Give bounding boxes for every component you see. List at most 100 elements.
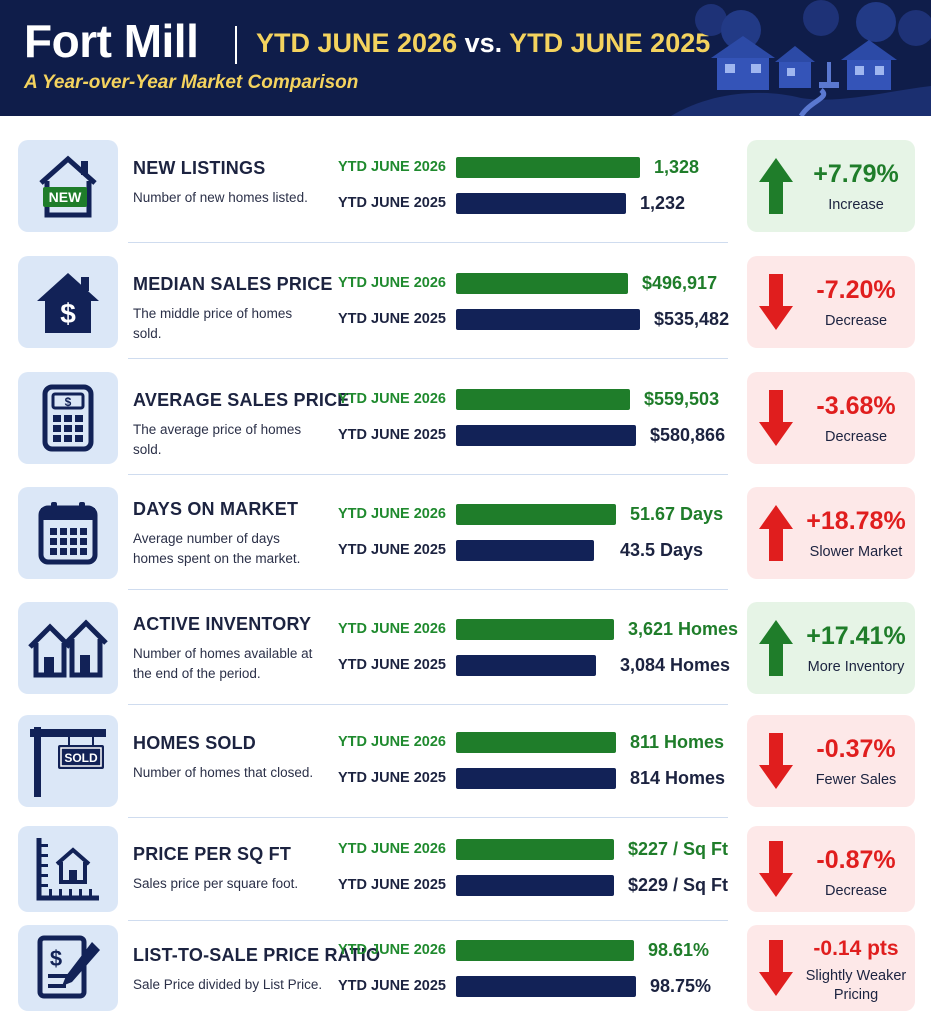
metric-row: $ MEDIAN SALES PRICE The middle price of… (0, 254, 931, 359)
previous-period-label: YTD JUNE 2025 (338, 657, 446, 673)
current-period-bar (456, 619, 614, 640)
metric-description: The middle price of homes sold. (133, 306, 293, 341)
svg-text:SOLD: SOLD (64, 751, 98, 765)
document-pen-icon: $ (32, 932, 104, 1004)
change-box: -7.20% Decrease (747, 256, 915, 348)
current-period-label: YTD JUNE 2026 (338, 506, 446, 522)
metric-icon-box (18, 487, 118, 579)
current-period-bar (456, 157, 640, 178)
current-period-value: 811 Homes (630, 732, 725, 752)
svg-text:NEW: NEW (49, 189, 82, 205)
arrow-up-icon (759, 158, 793, 214)
current-period-label: YTD JUNE 2026 (338, 275, 446, 291)
metric-row: PRICE PER SQ FT Sales price per square f… (0, 824, 931, 921)
current-period-bar (456, 940, 634, 961)
metric-icon-box (18, 826, 118, 912)
current-period-value: $227 / Sq Ft (628, 839, 729, 859)
current-period-bar (456, 732, 616, 753)
comparison-previous: YTD JUNE 2025 (509, 28, 711, 58)
metric-icon-box (18, 602, 118, 694)
svg-text:$: $ (50, 946, 62, 971)
comparison-current: YTD JUNE 2026 (256, 28, 458, 58)
previous-period-bar (456, 875, 614, 896)
current-period-value: $559,503 (644, 389, 720, 409)
change-percent: +7.79% (813, 160, 899, 188)
metric-description: The average price of homes sold. (133, 422, 302, 457)
current-period-label: YTD JUNE 2026 (338, 942, 446, 958)
change-box: -3.68% Decrease (747, 372, 915, 464)
change-box: -0.87% Decrease (747, 826, 915, 912)
previous-period-bar (456, 655, 596, 676)
ruler-house-icon (33, 834, 103, 904)
metric-title: DAYS ON MARKET (133, 499, 299, 519)
change-percent: +17.41% (806, 622, 906, 650)
row-divider (128, 920, 728, 921)
row-divider (128, 474, 728, 475)
previous-period-bar (456, 976, 636, 997)
metric-description: Number of new homes listed. (133, 190, 308, 205)
current-period-value: $496,917 (642, 273, 718, 293)
neighborhood-illustration (671, 0, 931, 116)
change-label: Fewer Sales (815, 772, 897, 788)
row-divider (128, 704, 728, 705)
svg-text:$: $ (65, 395, 72, 409)
current-period-bar (456, 389, 630, 410)
previous-period-label: YTD JUNE 2025 (338, 427, 446, 443)
change-label: Slower Market (809, 544, 903, 560)
page-title: Fort Mill (24, 15, 199, 67)
metric-row: ACTIVE INVENTORY Number of homes availab… (0, 600, 931, 705)
current-period-label: YTD JUNE 2026 (338, 159, 446, 175)
metric-description: Average number of days homes spent on th… (133, 531, 301, 566)
metric-title: PRICE PER SQ FT (133, 844, 292, 864)
change-percent: -3.68% (816, 392, 896, 420)
calendar-icon (33, 498, 103, 568)
arrow-down-icon (759, 274, 793, 330)
sold-sign-icon: SOLD (28, 723, 108, 799)
arrow-down-icon (759, 733, 793, 789)
change-box: -0.14 pts Slightly Weaker Pricing (747, 925, 915, 1011)
metric-description: Number of homes that closed. (133, 765, 314, 780)
metric-title: NEW LISTINGS (133, 158, 266, 178)
current-period-value: 3,621 Homes (628, 619, 739, 639)
metric-title: MEDIAN SALES PRICE (133, 274, 333, 294)
row-divider (128, 817, 728, 818)
metric-row: SOLD HOMES SOLD Number of homes that clo… (0, 713, 931, 818)
previous-period-label: YTD JUNE 2025 (338, 877, 446, 893)
previous-period-value: $229 / Sq Ft (628, 875, 729, 895)
previous-period-value: 3,084 Homes (620, 655, 731, 675)
previous-period-bar (456, 309, 640, 330)
row-divider (128, 358, 728, 359)
change-label: Decrease (824, 429, 888, 445)
arrow-up-icon (759, 620, 793, 676)
metric-description: Sale Price divided by List Price. (133, 977, 323, 992)
change-percent: -7.20% (816, 276, 896, 304)
change-percent: +18.78% (806, 507, 906, 535)
change-box: +17.41% More Inventory (747, 602, 915, 694)
metric-row: $ LIST-TO-SALE PRICE RATIO Sale Price di… (0, 925, 931, 1011)
arrow-up-icon (759, 505, 793, 561)
metric-description: Sales price per square foot. (133, 876, 299, 891)
change-label: Decrease (824, 883, 888, 899)
metric-row: $ AVERAGE SALES PRICE The average price … (0, 370, 931, 475)
change-label: Decrease (824, 313, 888, 329)
current-period-label: YTD JUNE 2026 (338, 734, 446, 750)
change-label: Slightly Weaker Pricing (805, 968, 907, 1003)
previous-period-label: YTD JUNE 2025 (338, 978, 446, 994)
previous-period-bar (456, 540, 594, 561)
metric-icon-box: NEW (18, 140, 118, 232)
change-label: Increase (828, 197, 884, 213)
change-box: +18.78% Slower Market (747, 487, 915, 579)
current-period-bar (456, 273, 628, 294)
svg-text:$: $ (60, 298, 76, 329)
change-percent: -0.37% (816, 735, 896, 763)
previous-period-label: YTD JUNE 2025 (338, 542, 446, 558)
metric-description: Number of homes available at the end of … (133, 646, 313, 681)
metric-title: AVERAGE SALES PRICE (133, 390, 350, 410)
header-banner: Fort Mill YTD JUNE 2026 vs. YTD JUNE 202… (0, 0, 931, 116)
previous-period-label: YTD JUNE 2025 (338, 770, 446, 786)
change-label: More Inventory (807, 659, 905, 675)
title-separator (235, 26, 237, 64)
metric-row: NEW NEW LISTINGS Number of new homes lis… (0, 138, 931, 243)
current-period-value: 98.61% (648, 940, 710, 960)
current-period-label: YTD JUNE 2026 (338, 391, 446, 407)
